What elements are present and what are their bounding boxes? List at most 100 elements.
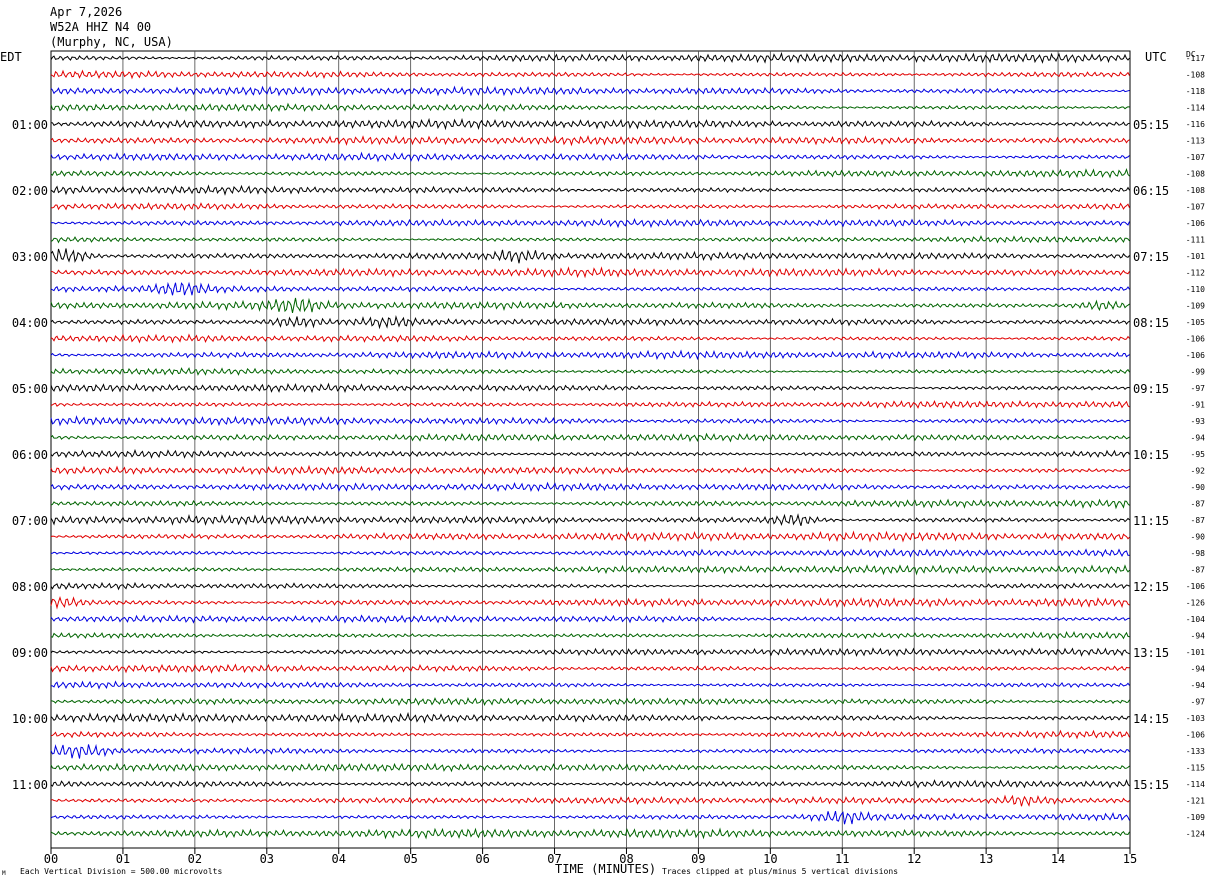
dc-offset-label: -117 [1186,54,1205,63]
x-tick-label: 12 [907,852,921,866]
left-hour-label: 03:00 [12,250,48,264]
trace-line [50,448,1130,459]
trace-line [50,810,1130,825]
dc-offset-label: -90 [1191,533,1206,542]
right-hour-label: 13:15 [1133,646,1169,660]
x-tick-label: 05 [403,852,417,866]
right-hour-label: 10:15 [1133,448,1169,462]
trace-line [50,481,1130,493]
dc-offset-label: -87 [1191,500,1206,509]
dc-offset-label: -106 [1186,351,1205,360]
trace-line [50,647,1130,657]
dc-offset-label: -107 [1186,153,1205,162]
left-hour-label: 10:00 [12,712,48,726]
right-hour-label: 07:15 [1133,250,1169,264]
dc-offset-label: -101 [1186,252,1205,261]
trace-line [50,827,1130,840]
dc-offset-label: -97 [1191,384,1206,393]
trace-line [50,51,1130,64]
trace-line [50,217,1130,229]
dc-offset-label: -105 [1186,318,1205,327]
trace-line [50,399,1130,410]
left-axis-label: EDT [0,50,22,64]
trace-line [50,69,1130,80]
trace-line [50,778,1130,789]
trace-line [50,85,1130,97]
dc-offset-label: -87 [1191,516,1206,525]
dc-offset-label: -108 [1186,170,1205,179]
trace-line [50,382,1130,394]
trace-line [50,498,1130,510]
dc-offset-label: -108 [1186,71,1205,80]
trace-line [50,167,1130,179]
dc-offset-label: -106 [1186,582,1205,591]
trace-line [50,415,1130,427]
dc-offset-label: -94 [1191,632,1206,641]
header-station: W52A HHZ N4 00 [50,20,152,34]
trace-line [50,297,1130,313]
dc-offset-label: -103 [1186,714,1205,723]
trace-line [50,184,1130,196]
dc-offset-label: -113 [1186,137,1205,146]
trace-line [50,151,1130,163]
dc-offset-label: -99 [1191,368,1206,377]
left-hour-label: 01:00 [12,118,48,132]
right-hour-label: 08:15 [1133,316,1169,330]
header-date: Apr 7,2026 [50,5,123,19]
dc-offset-label: -126 [1186,599,1205,608]
trace-line [50,547,1130,559]
trace-line [50,202,1130,211]
left-hour-label: 11:00 [12,778,48,792]
header-location: (Murphy, NC, USA) [50,35,173,49]
dc-offset-label: -133 [1186,747,1205,756]
x-tick-label: 00 [44,852,58,866]
left-hour-label: 04:00 [12,316,48,330]
left-hour-label: 09:00 [12,646,48,660]
right-hour-label: 09:15 [1133,382,1169,396]
dc-offset-label: -91 [1191,401,1206,410]
x-tick-label: 01 [116,852,130,866]
left-hour-label: 02:00 [12,184,48,198]
trace-line [50,248,1130,264]
trace-line [50,743,1130,759]
trace-line [50,349,1130,361]
right-hour-label: 06:15 [1133,184,1169,198]
dc-offset-label: -107 [1186,203,1205,212]
dc-offset-label: -94 [1191,434,1206,443]
dc-offset-label: -101 [1186,648,1205,657]
trace-line [50,794,1130,807]
trace-line [50,464,1130,476]
dc-offset-label: -104 [1186,615,1205,624]
dc-offset-label: -94 [1191,665,1206,674]
dc-offset-label: -87 [1191,566,1206,575]
dc-offset-label: -92 [1191,467,1206,476]
dc-offset-label: -115 [1186,764,1205,773]
trace-line [50,729,1130,740]
dc-label: DC [1186,50,1196,59]
trace-line [50,581,1130,591]
trace-line [50,117,1130,131]
trace-line [50,564,1130,576]
x-tick-label: 10 [763,852,777,866]
dc-offset-label: -95 [1191,450,1206,459]
trace-line [50,235,1130,244]
dc-offset-label: -109 [1186,302,1205,311]
left-hour-label: 05:00 [12,382,48,396]
trace-line [50,102,1130,113]
dc-offset-label: -118 [1186,87,1205,96]
trace-line [50,680,1130,690]
dc-offset-label: -110 [1186,285,1205,294]
clip-note: Traces clipped at plus/minus 5 vertical … [662,867,899,876]
dc-offset-label: -98 [1191,549,1206,558]
dc-offset-label: -114 [1186,104,1205,113]
right-hour-label: 05:15 [1133,118,1169,132]
dc-offset-label: -106 [1186,219,1205,228]
trace-line [50,367,1130,376]
trace-line [50,333,1130,344]
trace-line [50,281,1130,296]
right-hour-label: 11:15 [1133,514,1169,528]
x-tick-label: 08 [619,852,633,866]
plot-frame [50,50,1131,849]
x-tick-label: 13 [979,852,993,866]
